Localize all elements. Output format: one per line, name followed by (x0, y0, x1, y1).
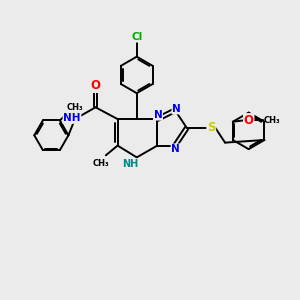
Text: S: S (207, 121, 215, 134)
Text: Cl: Cl (131, 32, 142, 42)
Text: N: N (172, 104, 181, 114)
Text: O: O (91, 79, 100, 92)
Text: O: O (244, 114, 254, 127)
Text: NH: NH (122, 159, 138, 169)
Text: CH₃: CH₃ (93, 159, 110, 168)
Text: CH₃: CH₃ (67, 103, 83, 112)
Text: N: N (171, 144, 180, 154)
Text: CH₃: CH₃ (263, 116, 280, 125)
Text: N: N (154, 110, 162, 120)
Text: NH: NH (63, 113, 81, 123)
